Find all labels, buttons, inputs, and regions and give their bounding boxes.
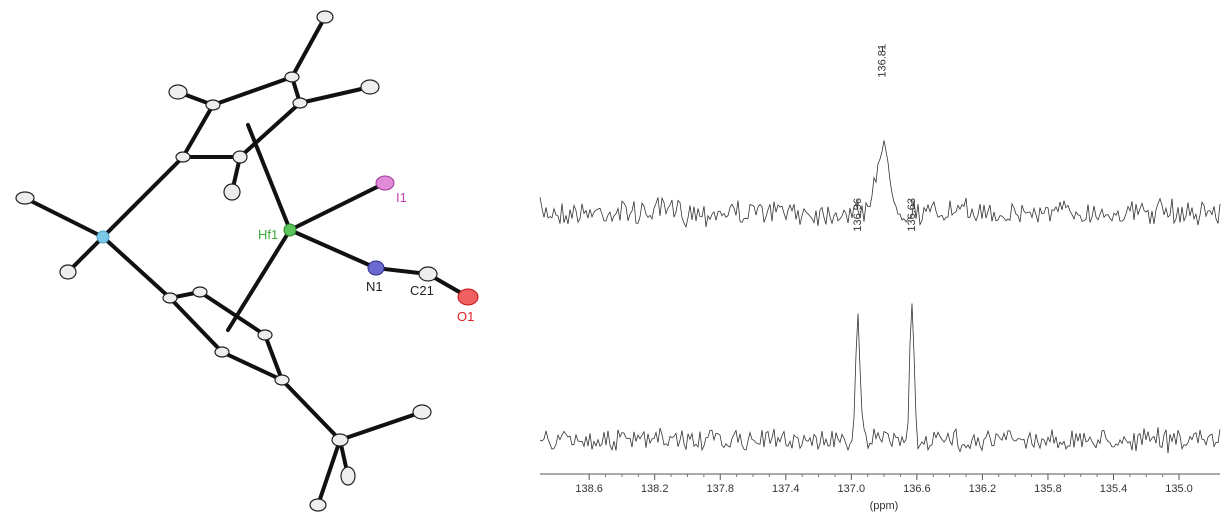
x-tick-label: 135.0 [1165,483,1193,495]
atom-label: Hf1 [258,227,278,242]
x-tick-label: 136.2 [969,483,997,495]
bonds [23,15,470,507]
x-tick-label: 137.8 [706,483,734,495]
atom-label: O1 [457,309,474,324]
x-tick-label: 136.6 [903,483,931,495]
peak-label: 136.81 [876,44,888,78]
peak [849,313,867,445]
peak [859,140,905,222]
x-tick-label: 135.4 [1100,483,1128,495]
atom-label: C21 [410,283,434,298]
atom-label: N1 [366,279,383,294]
x-tick-label: 138.2 [641,483,669,495]
peak-label: 136.63 [906,198,918,232]
x-tick-label: 137.0 [838,483,866,495]
x-axis-label: (ppm) [870,500,899,512]
spectrum-noise [539,196,1221,228]
x-tick-label: 135.8 [1034,483,1062,495]
peak [903,303,921,450]
x-tick-label: 138.6 [575,483,603,495]
spectrum-noise [539,427,1221,454]
atom-label: I1 [396,190,407,205]
atoms [15,10,479,512]
x-tick-label: 137.4 [772,483,800,495]
molecule: Hf1 I1 N1 C21 O1 [15,10,479,512]
peak-label: 136.96 [852,198,864,232]
spectra: 138.6 138.2 137.8 137.4 137.0 136.6 136.2 135.8… [539,44,1221,495]
